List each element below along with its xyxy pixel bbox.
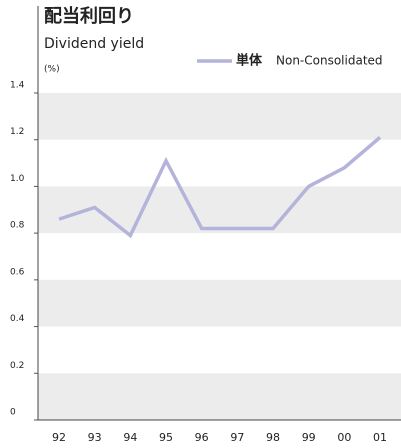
y-tick-label: 1.0 bbox=[10, 174, 25, 184]
x-tick-label: 94 bbox=[123, 431, 137, 444]
x-tick-label: 98 bbox=[266, 431, 280, 444]
y-tick-label: 0.4 bbox=[10, 314, 25, 324]
legend-label-en: Non-Consolidated bbox=[276, 54, 383, 68]
x-tick-label: 92 bbox=[52, 431, 66, 444]
chart-subtitle: Dividend yield bbox=[44, 36, 144, 52]
y-tick-label: 1.4 bbox=[10, 81, 25, 91]
x-tick-label: 99 bbox=[302, 431, 316, 444]
grid-band bbox=[38, 93, 401, 140]
y-tick-label: 0 bbox=[10, 408, 16, 418]
y-tick-label: 0.8 bbox=[10, 221, 25, 231]
grid-band bbox=[38, 279, 401, 327]
y-unit: (%) bbox=[44, 65, 60, 75]
x-tick-label: 97 bbox=[230, 431, 244, 444]
chart-title: 配当利回り bbox=[44, 5, 134, 27]
y-tick-label: 0.6 bbox=[10, 267, 25, 277]
y-tick-label: 1.2 bbox=[10, 127, 24, 137]
line bbox=[58, 136, 382, 239]
x-tick-label: 93 bbox=[88, 431, 102, 444]
grid-band bbox=[38, 373, 401, 420]
x-tick-label: 96 bbox=[195, 431, 209, 444]
legend-label: 単体 bbox=[236, 53, 263, 69]
x-tick-label: 95 bbox=[159, 431, 173, 444]
y-tick-label: 0.2 bbox=[10, 361, 24, 371]
x-tick-label: 00 bbox=[337, 431, 351, 444]
x-tick-label: 01 bbox=[373, 431, 387, 444]
